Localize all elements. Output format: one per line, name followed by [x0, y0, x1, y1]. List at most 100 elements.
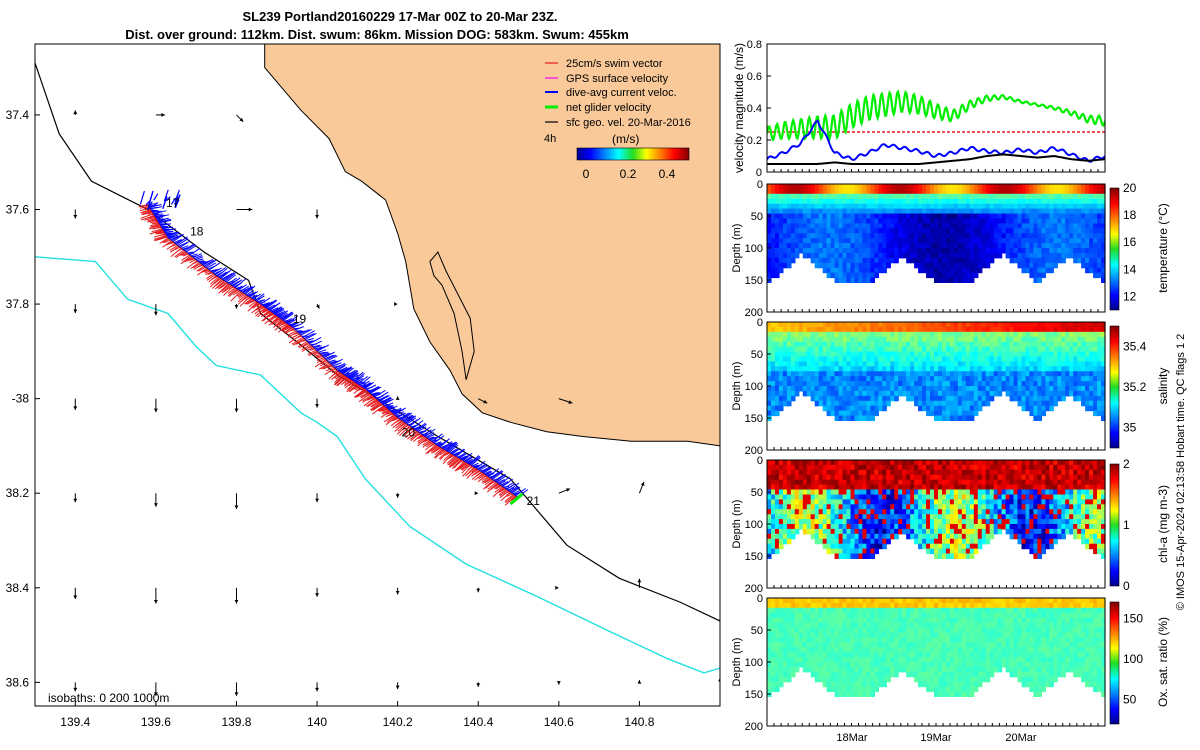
section-cell: [854, 533, 860, 540]
section-cell: [1101, 395, 1106, 402]
section-cell: [767, 267, 772, 274]
section-cell: [1069, 331, 1074, 338]
section-cell: [778, 469, 784, 476]
section-cell: [810, 184, 816, 190]
section-cell: [1041, 218, 1046, 224]
swim-vector: [498, 488, 507, 496]
section-cell: [866, 489, 871, 495]
section-cell: [1029, 322, 1034, 328]
section-cell: [778, 464, 784, 471]
section-cell: [890, 509, 895, 515]
section-cell: [906, 533, 911, 540]
section-cell: [794, 499, 800, 505]
section-cell: [918, 469, 923, 476]
section-cell: [1021, 341, 1027, 348]
section-cell: [846, 208, 852, 215]
section-cell: [934, 346, 939, 353]
section-cell: [826, 484, 832, 491]
sfc-geo-vector-head: [483, 399, 488, 404]
section-cell: [894, 524, 899, 530]
section-cell: [922, 193, 927, 200]
section-cell: [1033, 198, 1038, 205]
section-cell: [775, 267, 780, 274]
section-cell: [767, 405, 772, 412]
section-cell: [1017, 203, 1023, 210]
section-cell: [898, 223, 903, 229]
section-cell: [834, 474, 840, 481]
section-cell: [961, 198, 967, 205]
section-cell: [961, 223, 967, 229]
section-cell: [981, 233, 987, 239]
section-cell: [850, 346, 856, 353]
section-cell: [1073, 386, 1078, 392]
section-cell: [961, 346, 967, 353]
section-cell: [918, 326, 923, 333]
section-cell: [822, 386, 828, 392]
section-cell: [790, 479, 796, 486]
section-cell: [846, 262, 852, 269]
current-vector: [206, 262, 217, 269]
section-cell: [878, 248, 883, 254]
section-cell: [1029, 228, 1034, 234]
section-cell: [1057, 376, 1062, 382]
section-cell: [1053, 243, 1058, 249]
section-cell: [794, 504, 800, 510]
section-cell: [949, 188, 955, 195]
section-cell: [854, 376, 860, 382]
section-cell: [842, 233, 848, 239]
section-cell: [1093, 193, 1098, 200]
section-cell: [846, 474, 852, 481]
section-cell: [778, 528, 784, 535]
section-cell: [775, 238, 780, 244]
section-cell: [1009, 356, 1015, 362]
section-cell: [786, 238, 792, 244]
section-ytick-label-1: 50: [751, 211, 763, 223]
section-cell: [942, 331, 947, 338]
section-cell: [834, 479, 840, 486]
section-cell: [838, 553, 844, 559]
section-cell: [1085, 400, 1090, 407]
section-cell: [806, 504, 812, 510]
section-cell: [771, 223, 776, 229]
section-cell: [790, 524, 796, 530]
section-cell: [957, 184, 963, 190]
land-mass: [35, 44, 720, 447]
section-cell: [790, 322, 796, 328]
section-cell: [850, 223, 856, 229]
section-cell: [918, 188, 923, 195]
swim-vector: [351, 383, 358, 387]
section-cell: [878, 371, 883, 377]
current-vector: [303, 332, 315, 339]
section-cell: [771, 524, 776, 530]
section-cell: [782, 484, 788, 491]
swim-vector: [232, 289, 239, 294]
section-cell: [846, 356, 852, 362]
section-cell: [926, 543, 931, 550]
section-cell: [926, 538, 931, 545]
map-xtick-label-0: 139.4: [60, 715, 90, 729]
section-cell: [934, 464, 939, 471]
section-cell: [965, 257, 971, 264]
section-cell: [945, 198, 951, 205]
current-vector: [417, 426, 427, 433]
section-cell: [934, 193, 939, 200]
section-cell: [846, 252, 852, 259]
section-cell: [886, 479, 891, 486]
section-cell: [1009, 322, 1015, 328]
section-ytick-label-2: 100: [745, 243, 763, 255]
section-cell: [969, 272, 975, 279]
section-cell: [854, 326, 860, 333]
section-cell: [1041, 410, 1046, 417]
section-cell: [818, 366, 824, 372]
section-cell: [842, 514, 848, 520]
section-cell: [814, 376, 820, 382]
section-ytick-label-4: 200: [745, 307, 763, 319]
section-cell: [771, 519, 776, 525]
section-cell: [771, 243, 776, 249]
section-cell: [1017, 381, 1023, 387]
current-vector: [376, 391, 389, 400]
section-cell: [989, 351, 995, 357]
section-cell: [775, 184, 780, 190]
section-cell: [934, 405, 939, 412]
section-cell: [790, 198, 796, 205]
